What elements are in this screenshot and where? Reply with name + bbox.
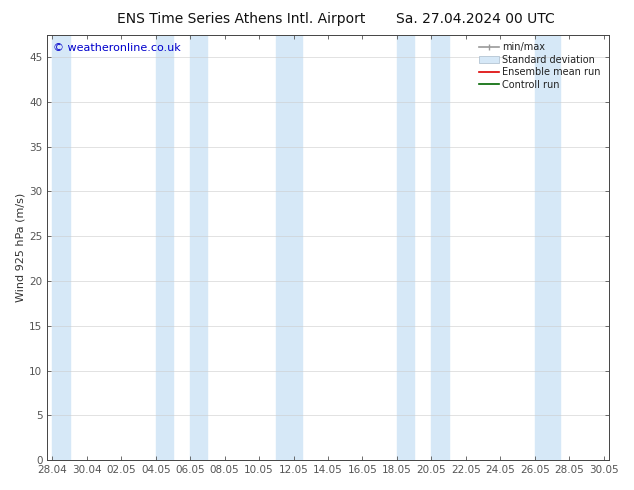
Bar [53, 35, 70, 460]
Bar [156, 35, 173, 460]
Bar [431, 35, 448, 460]
Text: © weatheronline.co.uk: © weatheronline.co.uk [53, 43, 181, 53]
Bar [276, 35, 302, 460]
Bar [534, 35, 560, 460]
Y-axis label: Wind 925 hPa (m/s): Wind 925 hPa (m/s) [15, 193, 25, 302]
Text: Sa. 27.04.2024 00 UTC: Sa. 27.04.2024 00 UTC [396, 12, 555, 26]
Bar [397, 35, 414, 460]
Bar [190, 35, 207, 460]
Text: ENS Time Series Athens Intl. Airport: ENS Time Series Athens Intl. Airport [117, 12, 365, 26]
Legend: min/max, Standard deviation, Ensemble mean run, Controll run: min/max, Standard deviation, Ensemble me… [476, 40, 604, 93]
